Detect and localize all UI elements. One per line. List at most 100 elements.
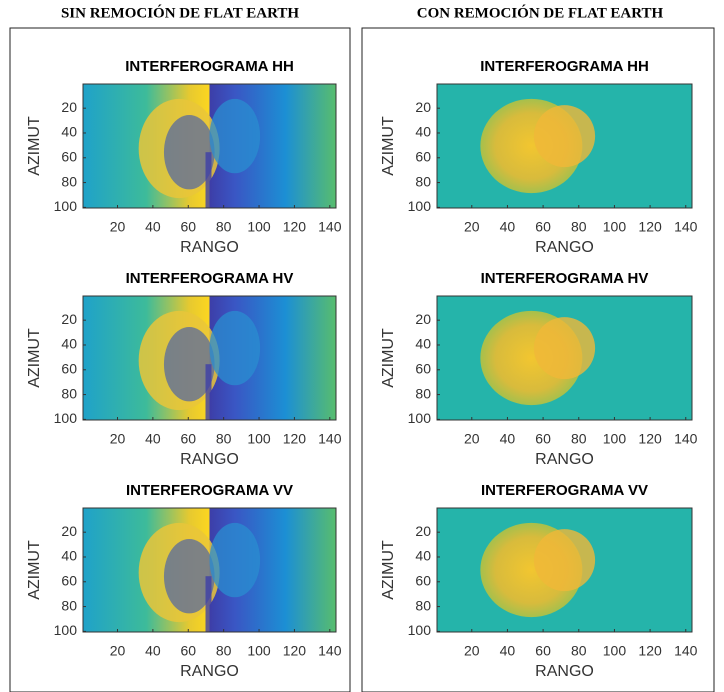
y-tick-label: 100: [54, 622, 78, 638]
x-tick-label: 120: [638, 219, 662, 235]
x-tick-label: 140: [318, 643, 342, 659]
y-tick-label: 20: [61, 311, 77, 327]
image-blob: [163, 327, 215, 402]
image-band: [205, 152, 212, 208]
x-axis-label: RANGO: [535, 451, 594, 468]
x-tick-label: 60: [180, 431, 196, 447]
y-tick-label: 60: [415, 360, 431, 376]
y-tick-label: 100: [54, 198, 78, 214]
axes-frame: [82, 507, 337, 633]
y-tick-label: 100: [408, 410, 432, 426]
y-tick-label: 40: [415, 548, 431, 564]
y-tick-label: 40: [415, 124, 431, 140]
y-tick-label: 100: [408, 198, 432, 214]
x-tick-label: 40: [500, 431, 516, 447]
x-tick-label: 80: [216, 643, 232, 659]
y-tick-label: 80: [61, 173, 77, 189]
x-tick-label: 20: [464, 431, 480, 447]
x-tick-label: 40: [500, 219, 516, 235]
y-tick-label: 40: [415, 336, 431, 352]
x-tick-label: 100: [247, 643, 271, 659]
chart-title: INTERFEROGRAMA HH: [480, 58, 649, 75]
y-tick-label: 80: [415, 173, 431, 189]
x-tick-label: 40: [500, 643, 516, 659]
image-blob: [209, 522, 261, 598]
image-blob: [209, 310, 261, 386]
axes-frame: [82, 83, 337, 209]
x-tick-label: 100: [247, 431, 271, 447]
x-tick-label: 60: [535, 643, 551, 659]
y-tick-label: 60: [61, 360, 77, 376]
x-tick-label: 80: [571, 431, 587, 447]
y-tick-label: 20: [415, 99, 431, 115]
x-tick-label: 100: [603, 219, 627, 235]
x-tick-label: 100: [247, 219, 271, 235]
column-frame: [361, 27, 715, 692]
axes-frame: [436, 83, 693, 209]
x-tick-label: 40: [145, 431, 161, 447]
image-band: [205, 364, 212, 420]
column-frame: [9, 27, 351, 692]
y-tick-label: 20: [415, 311, 431, 327]
chart-title: INTERFEROGRAMA VV: [126, 482, 293, 499]
y-tick-label: 80: [415, 385, 431, 401]
y-axis-label: AZIMUT: [26, 328, 43, 388]
x-tick-label: 40: [145, 643, 161, 659]
y-tick-label: 60: [61, 572, 77, 588]
y-tick-label: 100: [408, 622, 432, 638]
y-tick-label: 80: [415, 597, 431, 613]
chart-title: INTERFEROGRAMA HV: [126, 270, 294, 287]
x-tick-label: 20: [464, 643, 480, 659]
axes-frame: [436, 507, 693, 633]
x-tick-label: 20: [110, 431, 126, 447]
chart-title: INTERFEROGRAMA VV: [481, 482, 648, 499]
image-blob: [209, 98, 261, 174]
x-tick-label: 80: [571, 219, 587, 235]
x-tick-label: 60: [535, 219, 551, 235]
x-axis-label: RANGO: [180, 451, 239, 468]
x-tick-label: 120: [283, 219, 307, 235]
x-tick-label: 80: [216, 431, 232, 447]
image-blob: [163, 539, 215, 614]
x-axis-label: RANGO: [180, 663, 239, 680]
x-axis-label: RANGO: [180, 239, 239, 256]
x-tick-label: 140: [318, 431, 342, 447]
x-axis-label: RANGO: [535, 663, 594, 680]
y-tick-label: 20: [415, 523, 431, 539]
chart-title: INTERFEROGRAMA HH: [125, 58, 294, 75]
y-tick-label: 60: [415, 572, 431, 588]
y-tick-label: 40: [61, 548, 77, 564]
x-tick-label: 120: [283, 643, 307, 659]
x-tick-label: 20: [464, 219, 480, 235]
y-tick-label: 20: [61, 99, 77, 115]
x-tick-label: 60: [535, 431, 551, 447]
y-tick-label: 40: [61, 336, 77, 352]
image-blob: [533, 105, 596, 168]
x-tick-label: 140: [674, 431, 698, 447]
x-tick-label: 140: [674, 219, 698, 235]
x-tick-label: 20: [110, 643, 126, 659]
x-tick-label: 60: [180, 219, 196, 235]
y-tick-label: 100: [54, 410, 78, 426]
y-tick-label: 40: [61, 124, 77, 140]
chart-title: INTERFEROGRAMA HV: [481, 270, 649, 287]
y-axis-label: AZIMUT: [380, 116, 397, 176]
x-tick-label: 80: [216, 219, 232, 235]
image-band: [205, 576, 212, 632]
x-tick-label: 120: [638, 643, 662, 659]
x-tick-label: 120: [638, 431, 662, 447]
x-tick-label: 40: [145, 219, 161, 235]
x-tick-label: 20: [110, 219, 126, 235]
y-tick-label: 60: [61, 148, 77, 164]
x-tick-label: 100: [603, 643, 627, 659]
y-tick-label: 80: [61, 597, 77, 613]
y-tick-label: 20: [61, 523, 77, 539]
y-axis-label: AZIMUT: [26, 540, 43, 600]
x-tick-label: 120: [283, 431, 307, 447]
y-axis-label: AZIMUT: [380, 540, 397, 600]
x-tick-label: 80: [571, 643, 587, 659]
y-tick-label: 80: [61, 385, 77, 401]
y-axis-label: AZIMUT: [26, 116, 43, 176]
